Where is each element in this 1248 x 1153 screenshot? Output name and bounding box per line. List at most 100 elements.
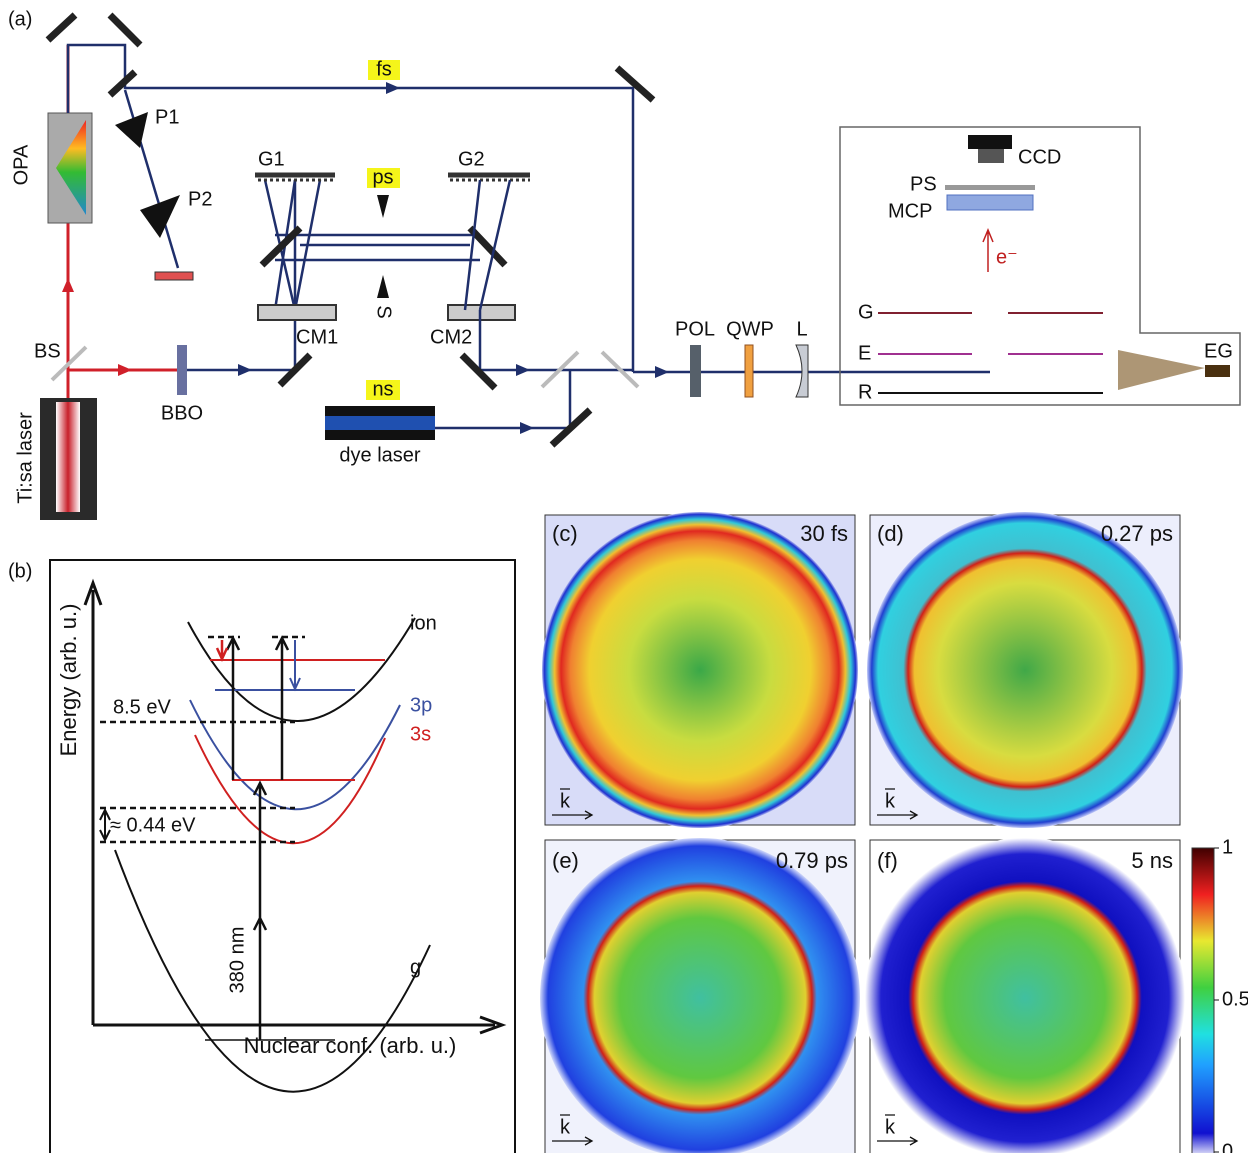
highlight: [368, 60, 400, 80]
gap-arrow: [99, 807, 111, 843]
ccd: [968, 135, 1012, 149]
prism: [115, 112, 148, 148]
polarizer: [690, 345, 701, 397]
panel-label: (f): [877, 848, 898, 873]
potential-curve: [187, 617, 416, 722]
dichroic: [540, 350, 580, 389]
state-label: 3p: [410, 694, 432, 716]
label: CM1: [296, 326, 338, 348]
chamber: [839, 126, 1241, 406]
delay-label: 5 ns: [1131, 848, 1173, 873]
beam-label: ps: [372, 166, 393, 188]
photoelectron-image: [865, 838, 1185, 1153]
dye-cell: [325, 416, 435, 430]
label: G2: [458, 148, 485, 170]
k-arrow: [552, 788, 594, 820]
beam: [66, 43, 635, 372]
label: S: [373, 305, 395, 318]
image-e: (e) 0.79 ps k: [540, 838, 860, 1153]
photoelectron-image: [542, 512, 858, 828]
phosphor-screen: [945, 185, 1035, 190]
transition-arrow: [225, 635, 290, 1040]
delay-label: 0.27 ps: [1101, 521, 1173, 546]
colorbar-tick-label: 0: [1222, 1140, 1233, 1153]
panel-label: (b): [8, 560, 32, 582]
label: OPA: [10, 144, 32, 185]
label: BBO: [161, 402, 203, 424]
transition-arrow: [215, 640, 229, 663]
arrow: [238, 364, 252, 376]
label: e⁻: [996, 246, 1018, 268]
label: dye laser: [339, 444, 420, 466]
prism: [140, 195, 180, 238]
label: QWP: [726, 318, 774, 340]
label: Ti:sa laser: [14, 412, 36, 504]
highlight: [366, 380, 400, 400]
axis-label: k: [560, 1116, 571, 1138]
gas-nozzle: [1205, 365, 1230, 377]
mirror: [259, 225, 303, 268]
dichroic: [600, 350, 640, 389]
lens: [795, 344, 809, 398]
dashed-level: [100, 635, 305, 844]
mirror: [107, 69, 138, 98]
beam-splitter: [50, 345, 88, 382]
image-f: (f) 5 ns k: [865, 838, 1185, 1153]
arrow: [655, 366, 669, 378]
potential-curve: [114, 849, 431, 1093]
label: CM2: [430, 326, 472, 348]
annotation: 8.5 eV: [113, 696, 171, 718]
label: E: [858, 342, 871, 364]
arrow: [520, 422, 534, 434]
axis-label: Nuclear conf. (arb. u.): [244, 1033, 457, 1058]
label: L: [796, 318, 807, 340]
annotation: 380 nm: [226, 927, 248, 994]
photoelectron-image: [540, 838, 860, 1153]
state-label: ion: [410, 612, 437, 634]
colorbar-scale: [1191, 847, 1215, 1153]
panel-label: (c): [552, 521, 578, 546]
curved-mirror: [257, 304, 337, 321]
arrow: [386, 82, 400, 94]
molecular-beam: [1118, 350, 1205, 390]
ccd-lens: [978, 149, 1004, 163]
label: MCP: [888, 200, 932, 222]
label: P1: [155, 106, 179, 128]
x-axis: [93, 1015, 507, 1035]
beam-label: fs: [376, 58, 392, 80]
state-label: g: [410, 956, 421, 978]
label: POL: [675, 318, 715, 340]
end-mirror: [154, 271, 194, 281]
panel-a: (a) Ti:sa laser BS OPA fs P1 P2 BBO G1 G…: [8, 8, 1241, 520]
label: R: [858, 381, 872, 403]
level: [210, 659, 385, 781]
delay-label: 30 fs: [800, 521, 848, 546]
mirror: [45, 12, 78, 43]
y-axis: [83, 578, 103, 1025]
annotation: ≈ 0.44 eV: [110, 814, 196, 836]
photoelectron-image: [867, 512, 1183, 828]
mirror: [467, 225, 508, 268]
potential-curve: [189, 699, 401, 811]
transition-arrow: [289, 640, 301, 692]
electron-arrow: [982, 228, 994, 272]
axis-label: k: [885, 790, 896, 812]
arrow: [118, 364, 132, 376]
bbo: [177, 345, 187, 395]
label: PS: [910, 173, 937, 195]
state-label: 3s: [410, 723, 431, 745]
waveplate: [744, 344, 754, 398]
k-arrow: [877, 1114, 919, 1146]
mirror: [459, 352, 498, 391]
mcp: [946, 194, 1034, 211]
panel-b: (b) Energy (arb. u.) Nuclear conf. (arb.…: [8, 559, 516, 1153]
colorbar-tick-label: 1: [1222, 836, 1233, 858]
mirror: [614, 65, 656, 103]
label: CCD: [1018, 146, 1061, 168]
label: BS: [34, 340, 61, 362]
label: G1: [258, 148, 285, 170]
beam-label: ns: [372, 378, 393, 400]
panel-label: (d): [877, 521, 904, 546]
colorbar: 00.51: [1191, 836, 1248, 1153]
